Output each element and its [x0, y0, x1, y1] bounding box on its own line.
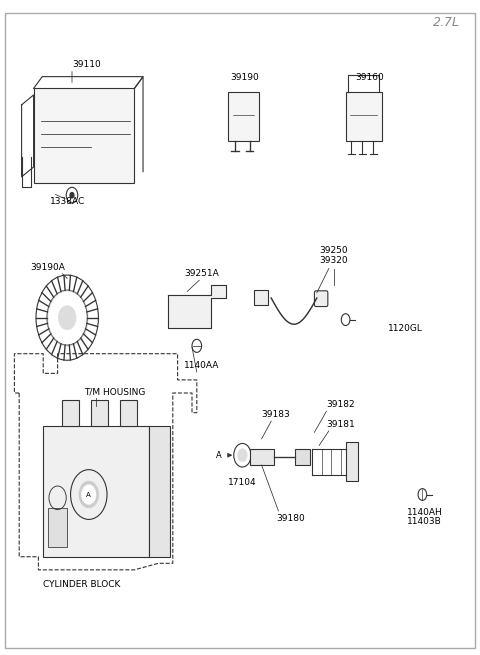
Text: 39160: 39160 [355, 73, 384, 82]
Text: A: A [86, 491, 91, 498]
Text: 39250: 39250 [319, 246, 348, 255]
Circle shape [238, 449, 247, 462]
Text: 17104: 17104 [228, 478, 257, 487]
Text: 39183: 39183 [262, 410, 290, 419]
Text: 39110: 39110 [72, 60, 101, 69]
Text: 39251A: 39251A [184, 269, 219, 278]
FancyBboxPatch shape [346, 442, 358, 481]
Polygon shape [168, 285, 226, 328]
Circle shape [59, 306, 76, 329]
FancyBboxPatch shape [34, 88, 134, 183]
FancyBboxPatch shape [62, 400, 79, 426]
Text: 1338AC: 1338AC [49, 197, 85, 206]
Text: 1140AH: 1140AH [407, 508, 443, 517]
Text: 39180: 39180 [276, 514, 305, 523]
Text: T/M HOUSING: T/M HOUSING [84, 387, 146, 396]
Circle shape [210, 443, 227, 467]
Text: 39190: 39190 [230, 73, 259, 82]
FancyBboxPatch shape [254, 290, 268, 305]
Text: 39181: 39181 [326, 420, 355, 429]
Text: 1140AA: 1140AA [184, 361, 219, 370]
Text: 39190A: 39190A [31, 263, 65, 272]
Text: 2.7L: 2.7L [433, 16, 460, 29]
FancyBboxPatch shape [228, 92, 259, 141]
Circle shape [70, 193, 74, 198]
FancyBboxPatch shape [295, 449, 310, 465]
Text: 39182: 39182 [326, 400, 355, 409]
FancyBboxPatch shape [48, 508, 67, 547]
FancyBboxPatch shape [346, 92, 382, 141]
Text: A: A [216, 451, 221, 460]
FancyBboxPatch shape [149, 426, 170, 557]
Text: 11403B: 11403B [408, 517, 442, 527]
Circle shape [79, 481, 98, 508]
Text: 39320: 39320 [319, 256, 348, 265]
Circle shape [82, 485, 96, 504]
Text: 1120GL: 1120GL [388, 324, 423, 333]
FancyBboxPatch shape [250, 449, 274, 465]
Text: CYLINDER BLOCK: CYLINDER BLOCK [43, 580, 120, 589]
FancyBboxPatch shape [91, 400, 108, 426]
FancyBboxPatch shape [120, 400, 137, 426]
FancyBboxPatch shape [43, 426, 149, 557]
FancyBboxPatch shape [314, 291, 328, 307]
